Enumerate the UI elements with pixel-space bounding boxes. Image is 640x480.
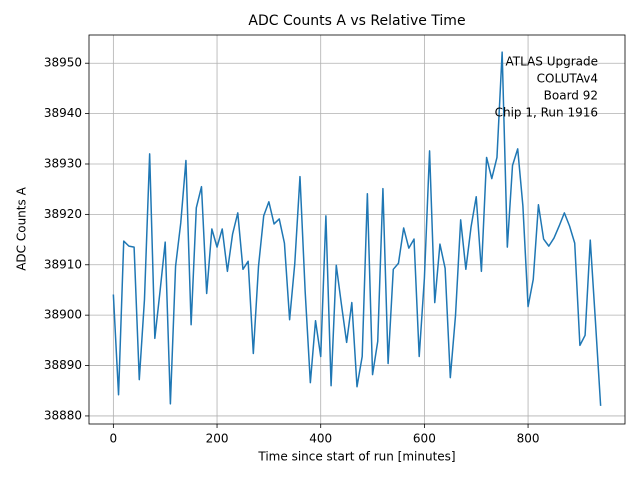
annotation: Chip 1, Run 1916 [495,106,598,120]
y-tick-label: 38900 [44,308,82,322]
annotation: Board 92 [544,89,598,103]
y-tick-label: 38910 [44,257,82,271]
annotation: ATLAS Upgrade [505,55,598,69]
y-tick-label: 38920 [44,207,82,221]
x-tick-label: 600 [413,432,436,446]
y-tick-label: 38950 [44,56,82,70]
y-axis-label: ADC Counts A [15,186,29,270]
chart-title: ADC Counts A vs Relative Time [248,13,465,29]
x-tick-label: 400 [309,432,332,446]
data-line [112,51,602,406]
plot-frame [88,34,626,425]
y-tick-label: 38890 [44,358,82,372]
y-tick-label: 38930 [44,156,82,170]
y-tick-label: 38940 [44,106,82,120]
y-tick-label: 38880 [44,408,82,422]
x-tick-label: 200 [206,432,229,446]
x-axis-label: Time since start of run [minutes] [257,450,455,464]
x-tick-label: 0 [110,432,118,446]
annotation: COLUTAv4 [537,72,598,86]
x-tick-label: 800 [517,432,540,446]
